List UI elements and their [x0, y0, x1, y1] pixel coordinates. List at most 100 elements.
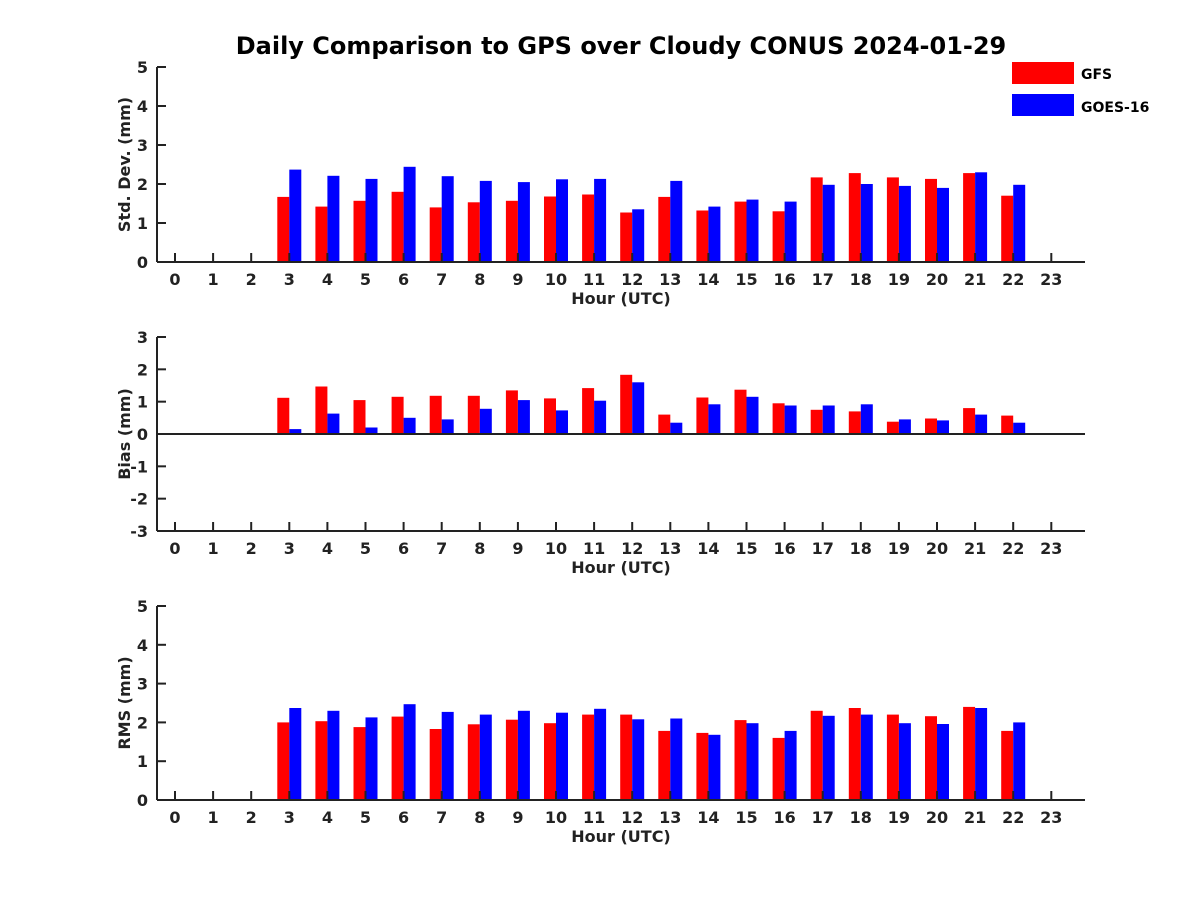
- y-tick-label: 2: [137, 175, 148, 194]
- x-tick-label: 20: [926, 539, 948, 558]
- y-tick-label: 3: [137, 328, 148, 347]
- x-tick-label: 15: [735, 808, 757, 827]
- bar-gfs-hour-3: [277, 196, 290, 262]
- bar-gfs-hour-15: [734, 201, 747, 262]
- y-axis-title: Bias (mm): [115, 388, 134, 480]
- bar-goes16-hour-12: [632, 209, 645, 262]
- bar-goes16-hour-20: [937, 187, 949, 262]
- x-tick-label: 19: [888, 808, 910, 827]
- bar-gfs-hour-17: [810, 409, 823, 435]
- x-tick-label: 9: [512, 808, 523, 827]
- bar-gfs-hour-21: [963, 408, 976, 434]
- bar-goes16-hour-18: [860, 714, 873, 800]
- bar-gfs-hour-13: [658, 730, 671, 800]
- bar-gfs-hour-16: [772, 403, 785, 434]
- bar-goes16-hour-7: [441, 711, 454, 800]
- bar-gfs-hour-5: [353, 400, 366, 434]
- x-tick-label: 16: [773, 539, 795, 558]
- y-tick-label: 5: [137, 597, 148, 616]
- bar-goes16-hour-18: [860, 184, 873, 262]
- x-tick-label: 20: [926, 270, 948, 289]
- bar-gfs-hour-20: [925, 716, 937, 800]
- bar-gfs-hour-14: [696, 210, 709, 262]
- bar-gfs-hour-12: [620, 714, 633, 800]
- bar-goes16-hour-21: [975, 172, 988, 262]
- bar-gfs-hour-8: [467, 395, 480, 434]
- x-tick-label: 9: [512, 270, 523, 289]
- x-tick-label: 10: [545, 270, 567, 289]
- bar-goes16-hour-18: [860, 404, 873, 434]
- x-tick-label: 18: [850, 270, 872, 289]
- x-tick-label: 21: [964, 270, 986, 289]
- bar-gfs-hour-4: [315, 206, 328, 262]
- bar-goes16-hour-13: [670, 422, 683, 434]
- x-tick-label: 2: [246, 270, 257, 289]
- bar-gfs-hour-15: [734, 720, 747, 800]
- bar-gfs-hour-20: [925, 178, 937, 262]
- x-tick-label: 22: [1002, 539, 1024, 558]
- bar-goes16-hour-15: [746, 723, 759, 800]
- x-tick-label: 15: [735, 270, 757, 289]
- bar-gfs-hour-5: [353, 727, 366, 800]
- bar-gfs-hour-10: [544, 196, 556, 262]
- bar-gfs-hour-15: [734, 389, 747, 434]
- bar-gfs-hour-4: [315, 721, 328, 800]
- x-tick-label: 15: [735, 539, 757, 558]
- x-tick-label: 0: [169, 808, 180, 827]
- bar-goes16-hour-9: [517, 182, 530, 262]
- x-tick-label: 3: [284, 539, 295, 558]
- bar-gfs-hour-9: [505, 390, 518, 434]
- y-tick-label: 3: [137, 675, 148, 694]
- legend-label-goes16: GOES-16: [1081, 100, 1149, 116]
- bar-gfs-hour-14: [696, 397, 709, 434]
- x-tick-label: 1: [208, 270, 219, 289]
- y-tick-label: -3: [130, 522, 148, 541]
- bar-goes16-hour-19: [898, 723, 911, 800]
- x-tick-label: 13: [659, 270, 681, 289]
- x-tick-label: 16: [773, 808, 795, 827]
- x-tick-label: 3: [284, 808, 295, 827]
- bar-goes16-hour-22: [1013, 422, 1026, 434]
- bar-goes16-hour-19: [898, 185, 911, 262]
- legend: GFS GOES-16: [1012, 62, 1149, 116]
- bar-gfs-hour-19: [886, 714, 899, 800]
- x-tick-label: 21: [964, 808, 986, 827]
- bar-goes16-hour-8: [479, 408, 492, 434]
- bar-goes16-hour-22: [1013, 184, 1026, 262]
- x-tick-label: 18: [850, 539, 872, 558]
- bar-gfs-hour-22: [1001, 195, 1014, 262]
- x-tick-label: 14: [697, 808, 719, 827]
- bar-goes16-hour-11: [594, 178, 607, 262]
- x-tick-label: 5: [360, 270, 371, 289]
- x-tick-label: 1: [208, 808, 219, 827]
- bar-gfs-hour-13: [658, 196, 671, 262]
- y-axis-title: RMS (mm): [115, 656, 134, 749]
- bar-goes16-hour-7: [441, 176, 454, 262]
- x-tick-label: 17: [812, 539, 834, 558]
- bar-goes16-hour-3: [289, 708, 302, 800]
- bar-gfs-hour-18: [848, 173, 861, 262]
- legend-swatch-goes16: [1012, 94, 1074, 116]
- y-tick-label: 4: [137, 636, 148, 655]
- y-tick-label: 5: [137, 58, 148, 77]
- bar-gfs-hour-18: [848, 411, 861, 434]
- bar-gfs-hour-19: [886, 177, 899, 262]
- x-tick-label: 17: [812, 270, 834, 289]
- x-tick-label: 4: [322, 539, 333, 558]
- x-tick-label: 0: [169, 270, 180, 289]
- bar-goes16-hour-11: [594, 400, 607, 434]
- x-tick-label: 23: [1040, 539, 1062, 558]
- bar-goes16-hour-20: [937, 724, 949, 800]
- x-tick-label: 11: [583, 270, 605, 289]
- bar-goes16-hour-9: [517, 400, 530, 434]
- bar-gfs-hour-19: [886, 421, 899, 434]
- bar-goes16-hour-12: [632, 382, 645, 434]
- x-tick-label: 2: [246, 539, 257, 558]
- x-tick-label: 13: [659, 808, 681, 827]
- x-tick-label: 13: [659, 539, 681, 558]
- bar-goes16-hour-6: [403, 417, 416, 434]
- x-tick-label: 12: [621, 808, 643, 827]
